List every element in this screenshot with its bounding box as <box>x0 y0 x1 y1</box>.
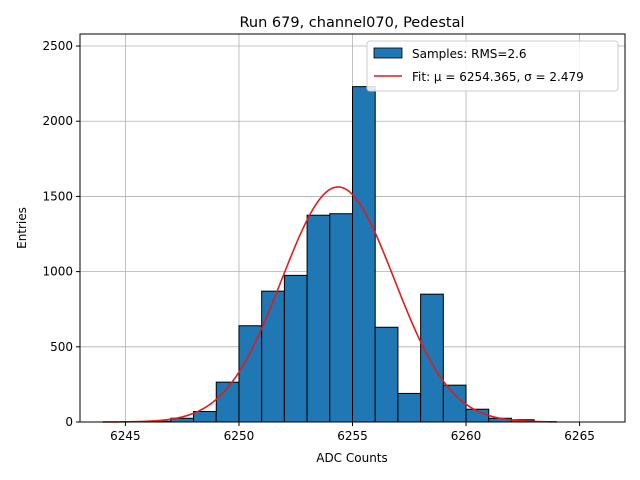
histogram-bar <box>193 410 217 423</box>
histogram-bar <box>397 392 422 423</box>
y-tick-label: 2000 <box>42 114 73 128</box>
legend-fit-label: Fit: μ = 6254.365, σ = 2.479 <box>412 70 584 84</box>
legend-box <box>366 40 619 92</box>
histogram-bar <box>329 213 353 423</box>
histogram-bar <box>238 325 263 423</box>
legend-histogram-swatch <box>373 47 403 59</box>
chart-title: Run 679, channel070, Pedestal <box>239 15 464 31</box>
histogram-bar <box>283 274 308 423</box>
histogram-bar <box>306 214 331 423</box>
histogram-bar <box>374 326 399 423</box>
histogram-bar <box>352 86 376 423</box>
y-tick-label: 1500 <box>42 189 73 203</box>
y-axis-label: Entries <box>15 207 29 249</box>
histogram-bar <box>420 293 444 423</box>
histogram-bar <box>442 384 467 423</box>
y-axis-ticks: 0 500 1000 1500 2000 2500 <box>42 39 80 429</box>
y-tick-label: 500 <box>50 340 73 354</box>
legend-histogram-label: Samples: RMS=2.6 <box>412 47 527 61</box>
legend: Samples: RMS=2.6 Fit: μ = 6254.365, σ = … <box>366 40 619 92</box>
y-tick-label: 1000 <box>42 265 73 279</box>
fit-curve <box>102 186 557 423</box>
x-axis-ticks: 6245 6250 6255 6260 6265 <box>110 422 595 443</box>
histogram-bars <box>147 86 535 423</box>
x-tick-label: 6255 <box>337 429 368 443</box>
x-tick-label: 6250 <box>224 429 255 443</box>
histogram-bar <box>261 290 285 423</box>
y-tick-label: 0 <box>65 415 73 429</box>
y-tick-label: 2500 <box>42 39 73 53</box>
x-axis-label: ADC Counts <box>316 451 388 465</box>
x-tick-label: 6265 <box>564 429 595 443</box>
x-tick-label: 6260 <box>451 429 482 443</box>
x-tick-label: 6245 <box>110 429 141 443</box>
